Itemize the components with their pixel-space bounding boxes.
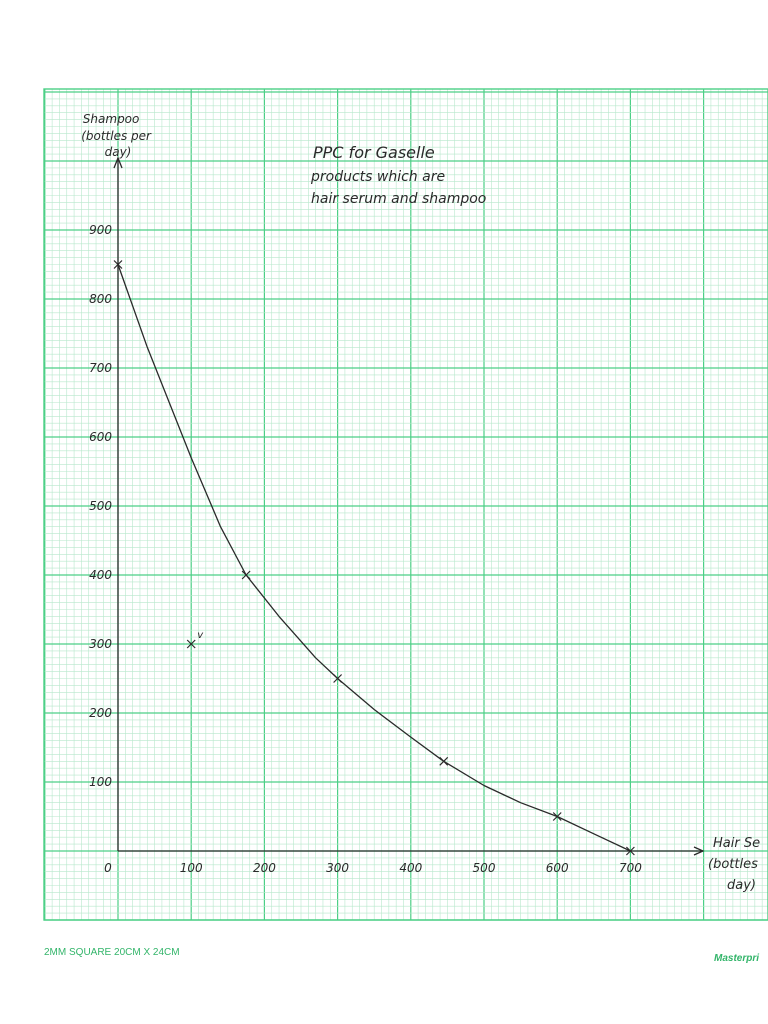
x-tick-label: 600	[546, 861, 569, 875]
x-axis-label: Hair Se (bottles day)	[708, 836, 764, 893]
point-v-label: v	[197, 630, 204, 641]
y-tick-label: 500	[89, 499, 112, 513]
y-tick-label: 300	[89, 637, 112, 651]
data-point	[625, 846, 635, 856]
marker-stroke	[241, 570, 251, 580]
x-tick-label: 500	[473, 861, 496, 875]
marker-stroke	[113, 260, 123, 269]
x-tick-label: 100	[180, 861, 203, 875]
data-point	[241, 570, 251, 580]
marker-stroke	[625, 846, 635, 856]
y-tick-label: 700	[89, 361, 112, 375]
y-axis-label-line-3: day)	[105, 145, 132, 159]
brand-logo: Masterpri	[714, 953, 759, 964]
axes	[113, 156, 705, 856]
marker-stroke	[333, 674, 343, 683]
x-axis-arrow	[693, 846, 705, 856]
title-line-3: hair serum and shampoo	[311, 191, 486, 207]
y-tick-label: 600	[89, 430, 112, 444]
data-point	[552, 812, 562, 821]
title-line-1: PPC for Gaselle	[313, 143, 435, 162]
x-tick-label: 300	[326, 861, 349, 875]
paper-spec-text: 2MM SQUARE 20CM X 24CM	[44, 947, 180, 958]
x-tick-label: 0	[104, 861, 112, 875]
plot-area: v	[113, 260, 635, 856]
x-tick-label: 700	[619, 861, 642, 875]
tick-labels: 0 100 200 300 400 500 600 700 100 200 300 400 500 600…	[89, 223, 642, 875]
data-point	[439, 756, 449, 766]
y-tick-label: 900	[89, 223, 112, 237]
y-axis-label-line-1: Shampoo	[83, 112, 140, 126]
x-axis-label-line-3: day)	[727, 878, 756, 893]
y-tick-label: 100	[89, 775, 112, 789]
y-axis-arrow	[113, 156, 123, 169]
x-axis-label-line-1: Hair Se	[713, 836, 760, 851]
x-axis-label-line-2: (bottles	[708, 857, 758, 872]
ppc-curve	[117, 264, 631, 852]
x-tick-label: 200	[253, 861, 276, 875]
y-axis-label: Shampoo (bottles per day)	[81, 112, 155, 159]
data-point	[113, 260, 123, 269]
grid	[43, 88, 768, 921]
grid-border	[43, 88, 768, 921]
title-line-2: products which are	[310, 169, 445, 185]
point-v	[186, 639, 196, 649]
y-tick-label: 800	[89, 292, 112, 306]
y-axis-label-line-2: (bottles per	[81, 129, 152, 143]
y-tick-label: 400	[89, 568, 112, 582]
marker-stroke	[552, 812, 562, 821]
y-tick-label: 200	[89, 706, 112, 720]
data-point	[333, 674, 343, 683]
x-tick-label: 400	[399, 861, 422, 875]
marker-stroke	[186, 639, 196, 649]
marker-stroke	[439, 756, 449, 766]
chart-title: PPC for Gaselle products which are hair …	[310, 143, 486, 207]
